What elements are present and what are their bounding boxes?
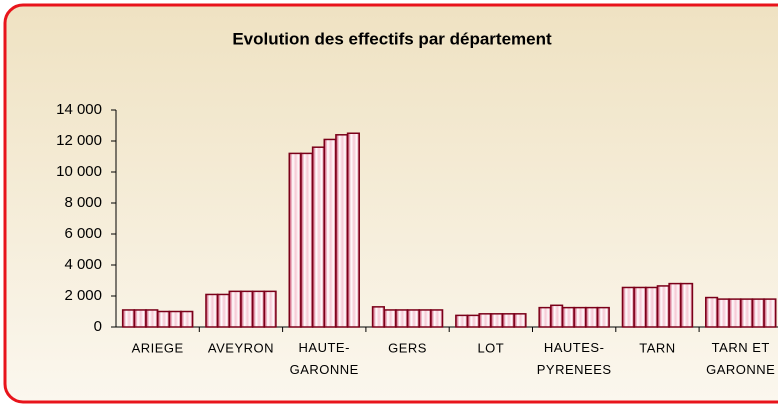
x-tick-label: HAUTES-PYRENEES [537,340,612,377]
y-tick-label: 8 000 [64,194,102,211]
y-tick-label: 14 000 [56,101,102,118]
bar [656,285,670,328]
bar [478,313,492,328]
x-tick-label: TARN ET GARONNE [706,340,775,377]
bar [263,290,277,328]
y-tick-label: 4 000 [64,256,102,273]
bar [740,298,754,328]
bar [346,132,360,328]
bar [705,296,719,328]
bar [371,306,385,328]
bar [573,306,587,328]
bar [585,306,599,328]
bar [156,310,171,328]
bar [418,309,432,328]
bar [205,293,219,328]
bar [538,306,552,328]
bar [513,313,527,328]
bar [145,309,159,328]
bar [751,298,765,328]
bar [763,298,777,328]
bar [180,310,194,328]
y-tick-label: 6 000 [64,225,102,242]
bar [406,309,420,328]
bar [335,134,349,328]
bar [455,314,469,328]
bar [716,298,730,328]
bar [633,286,647,328]
bar [300,152,314,328]
x-tick-label: ARIEGE [132,340,184,355]
x-tick-label: LOT [477,340,504,355]
bar [168,310,182,328]
bar [228,290,242,328]
bar [216,293,231,328]
bar [596,306,610,328]
bar [490,313,504,328]
bar [561,306,575,328]
bar [251,290,266,328]
bar [680,282,694,328]
bar [323,138,337,328]
bar [668,282,682,328]
y-tick-label: 0 [94,318,102,335]
bar [383,309,397,328]
chart-frame [3,3,778,404]
bar [395,309,409,328]
x-tick-label: HAUTE-GARONNE [290,340,359,377]
x-tick-label: GERS [388,340,427,355]
bar [501,313,515,328]
bar [466,314,480,328]
y-tick-label: 10 000 [56,163,102,180]
x-tick-label: AVEYRON [208,340,274,355]
bar [133,309,147,328]
bar [288,152,302,328]
bar [728,298,742,328]
bar [550,304,564,328]
bar [430,309,444,328]
bar [621,286,635,328]
bar [311,146,326,328]
bar [645,286,659,328]
bar [121,309,136,328]
bar [240,290,254,328]
y-tick-label: 12 000 [56,132,102,149]
x-tick-label: TARN [639,340,675,355]
chart-title: Evolution des effectifs par département [232,29,552,48]
y-tick-label: 2 000 [64,287,102,304]
